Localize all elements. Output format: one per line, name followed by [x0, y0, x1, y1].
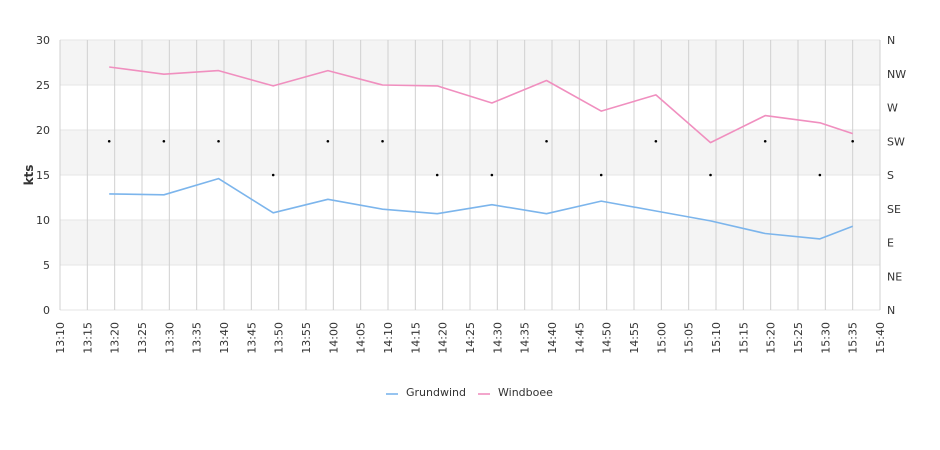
legend-item-grundwind[interactable]: Grundwind [386, 386, 466, 399]
x-axis: 13:10 13:15 13:20 13:25 13:30 13:35 13:40 13:45… [54, 322, 887, 354]
x-tick-label: 15:40 [874, 322, 887, 354]
x-tick-label: 15:30 [819, 322, 832, 354]
y-tick-label: 10 [36, 214, 50, 227]
x-tick-label: 14:00 [327, 322, 340, 354]
x-tick-label: 13:15 [81, 322, 94, 354]
direction-tick-label: N [887, 34, 895, 47]
direction-point [599, 173, 603, 177]
direction-point [490, 173, 494, 177]
y-tick-label: 0 [43, 304, 50, 317]
x-tick-label: 15:35 [847, 322, 860, 354]
series-line-windboee [109, 66, 853, 144]
direction-point [381, 139, 384, 143]
direction-point [107, 139, 111, 143]
x-tick-label: 14:25 [464, 322, 477, 354]
x-tick-label: 15:00 [655, 322, 668, 354]
direction-tick-label: N [887, 304, 895, 317]
direction-tick-label: S [887, 169, 894, 182]
x-tick-label: 14:35 [519, 322, 532, 354]
x-tick-label: 13:25 [136, 322, 149, 354]
direction-tick-label: W [887, 102, 898, 115]
y-tick-label: 15 [36, 169, 50, 182]
x-tick-label: 13:35 [191, 322, 204, 354]
direction-point [326, 139, 330, 143]
direction-point [271, 173, 275, 177]
y-tick-label: 25 [36, 79, 50, 92]
x-tick-label: 13:30 [163, 322, 176, 354]
direction-tick-label: NE [887, 270, 902, 283]
direction-point [709, 173, 712, 177]
direction-tick-label: SW [887, 135, 905, 148]
x-tick-label: 13:45 [245, 322, 258, 354]
direction-tick-label: SE [887, 203, 901, 216]
x-tick-label: 14:15 [409, 322, 422, 354]
x-tick-label: 14:10 [382, 322, 395, 354]
y-axis-left: 0 5 10 15 20 25 30 [36, 34, 50, 317]
x-tick-label: 13:40 [218, 322, 231, 354]
direction-tick-label: NW [887, 68, 906, 81]
x-tick-label: 14:45 [573, 322, 586, 354]
direction-point [162, 139, 166, 143]
legend[interactable]: Grundwind Windboee [386, 386, 553, 399]
x-tick-label: 13:10 [54, 322, 67, 354]
x-tick-label: 13:20 [109, 322, 122, 354]
y-tick-label: 30 [36, 34, 50, 47]
legend-label: Windboee [498, 386, 553, 399]
direction-point [217, 139, 220, 143]
x-tick-label: 13:55 [300, 322, 313, 354]
x-tick-label: 14:40 [546, 322, 559, 354]
x-tick-label: 15:15 [737, 322, 750, 354]
legend-item-windboee[interactable]: Windboee [478, 386, 553, 399]
direction-point [763, 139, 767, 143]
direction-point [851, 139, 854, 143]
series-line-grundwind [109, 177, 853, 240]
direction-points [107, 139, 854, 177]
legend-label: Grundwind [406, 386, 466, 399]
series-lines [109, 66, 853, 240]
direction-tick-label: E [887, 237, 894, 250]
x-tick-label: 13:50 [273, 322, 286, 354]
direction-point [435, 173, 439, 177]
y-axis-label: kts [22, 165, 36, 186]
x-tick-label: 14:50 [601, 322, 614, 354]
y-tick-label: 20 [36, 124, 50, 137]
x-tick-label: 15:05 [683, 322, 696, 354]
x-tick-label: 15:10 [710, 322, 723, 354]
x-tick-label: 14:30 [491, 322, 504, 354]
x-tick-label: 14:20 [437, 322, 450, 354]
grid-lines [59, 39, 881, 311]
x-tick-label: 14:55 [628, 322, 641, 354]
direction-point [545, 139, 548, 143]
direction-point [654, 139, 658, 143]
y-tick-label: 5 [43, 259, 50, 272]
x-tick-label: 15:20 [765, 322, 778, 354]
x-tick-label: 14:05 [355, 322, 368, 354]
y-axis-right-direction: N NW W SW S SE E NE N [887, 34, 906, 317]
x-tick-label: 15:25 [792, 322, 805, 354]
direction-point [818, 173, 822, 177]
